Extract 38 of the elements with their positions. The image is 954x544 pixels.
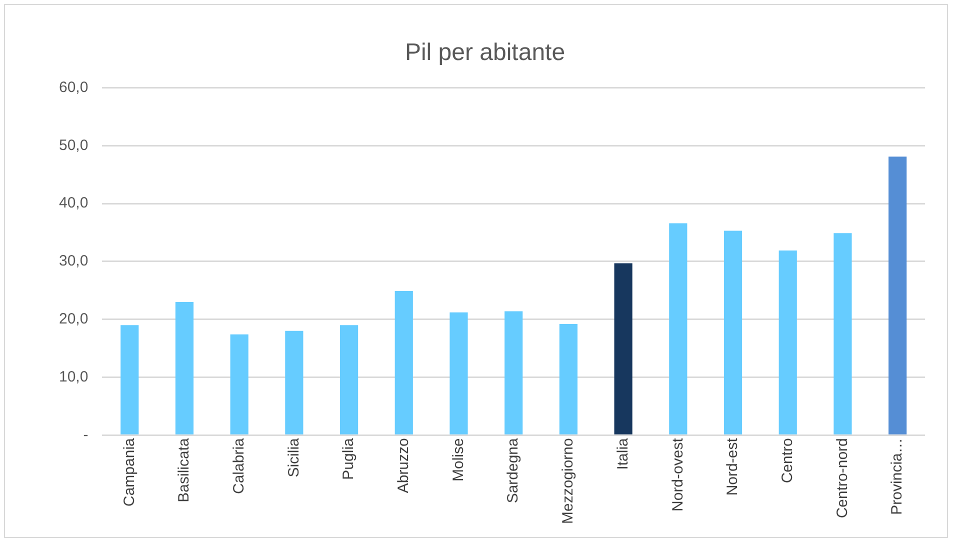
chart-title: Pil per abitante [404, 39, 566, 66]
x-tick-label: Puglia [340, 437, 358, 480]
bar [394, 290, 413, 434]
bar [559, 324, 578, 434]
bar [834, 233, 852, 434]
bar [724, 230, 742, 434]
y-tick-label: 60,0 [58, 78, 88, 96]
x-tick-label: Sicilia [285, 437, 302, 478]
x-tick-label: Basilicata [176, 437, 193, 502]
x-tick-label: Molise [450, 438, 467, 482]
bar [340, 325, 358, 434]
x-tick-label: Calabria [230, 437, 248, 494]
bar [230, 334, 248, 434]
bar [285, 330, 304, 434]
x-tick-label: Mezzogiorno [560, 438, 577, 524]
bar [450, 312, 468, 434]
x-tick-label: Campania [120, 437, 138, 506]
y-tick-label: 20,0 [58, 310, 88, 328]
x-tick-label: Centro [779, 438, 796, 484]
bar [669, 223, 688, 434]
bar [120, 325, 139, 434]
x-tick-label: Sardegna [504, 437, 522, 504]
bar [504, 311, 523, 434]
x-tick-label: Italia [614, 437, 632, 470]
y-tick-label: 40,0 [58, 194, 88, 212]
y-tick-label: 50,0 [58, 136, 88, 154]
y-tick-label: - [83, 426, 88, 444]
bar [614, 263, 632, 434]
x-tick-label: Provincia… [888, 438, 906, 515]
bar [175, 302, 194, 434]
x-tick-label: Abruzzo [395, 438, 412, 494]
y-tick-label: 10,0 [58, 368, 88, 386]
x-tick-label: Nord-ovest [669, 437, 686, 512]
x-tick-label: Centro-nord [834, 438, 851, 518]
bar [778, 250, 797, 434]
y-tick-label: 30,0 [58, 252, 88, 270]
bar [888, 156, 907, 434]
x-tick-label: Nord-est [724, 437, 742, 496]
